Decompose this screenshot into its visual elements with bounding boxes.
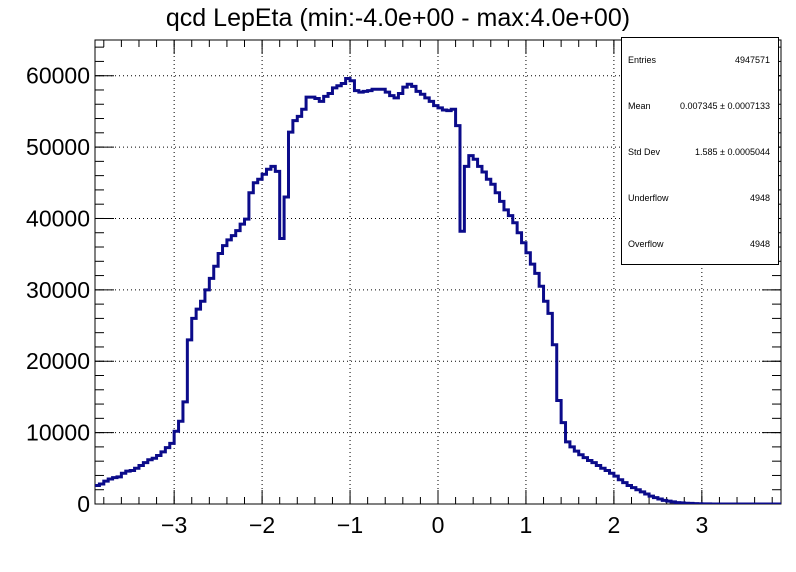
stats-label: Overflow	[628, 239, 664, 249]
y-tick-label: 0	[77, 491, 90, 517]
x-tick-label: 1	[520, 512, 533, 538]
stats-value: 4947571	[734, 55, 770, 65]
y-tick-label: 40000	[26, 205, 90, 231]
stats-label: Entries	[628, 55, 657, 65]
grid-lines	[95, 40, 781, 504]
stats-value: 0.007345 ± 0.0007133	[679, 101, 770, 111]
chart-title: qcd LepEta (min:-4.0e+00 - max:4.0e+00)	[165, 4, 631, 32]
stats-row-underflow: Underflow 4948	[628, 193, 770, 203]
stats-value: 4948	[749, 239, 770, 249]
x-tick-label: −3	[161, 512, 187, 538]
stats-row-stddev: Std Dev 1.585 ± 0.0005044	[628, 147, 770, 157]
y-tick-label: 10000	[26, 420, 90, 446]
axes	[94, 39, 782, 505]
stats-value: 1.585 ± 0.0005044	[694, 147, 770, 157]
stats-row-mean: Mean 0.007345 ± 0.0007133	[628, 101, 770, 111]
y-tick-label: 30000	[26, 277, 90, 303]
stats-value: 4948	[749, 193, 770, 203]
stats-label: Underflow	[628, 193, 669, 203]
tick-labels: −3 −2 −1 0 1 2 3 0 10000 20000 30000 40000 50000 6000…	[26, 63, 708, 538]
x-tick-label: 0	[432, 512, 445, 538]
x-tick-label: −2	[249, 512, 275, 538]
y-tick-label: 50000	[26, 134, 90, 160]
stats-label: Std Dev	[628, 147, 661, 157]
series-layer	[95, 77, 781, 504]
x-tick-label: 2	[607, 512, 620, 538]
x-tick-label: 3	[695, 512, 708, 538]
y-tick-label: 60000	[26, 63, 90, 89]
stats-row-entries: Entries 4947571	[628, 55, 770, 65]
stats-box: Entries 4947571 Mean 0.007345 ± 0.000713…	[621, 37, 779, 265]
y-tick-label: 20000	[26, 348, 90, 374]
stats-row-overflow: Overflow 4948	[628, 239, 770, 249]
stats-label: Mean	[628, 101, 651, 111]
x-tick-label: −1	[337, 512, 363, 538]
histogram-series-line	[95, 77, 781, 504]
